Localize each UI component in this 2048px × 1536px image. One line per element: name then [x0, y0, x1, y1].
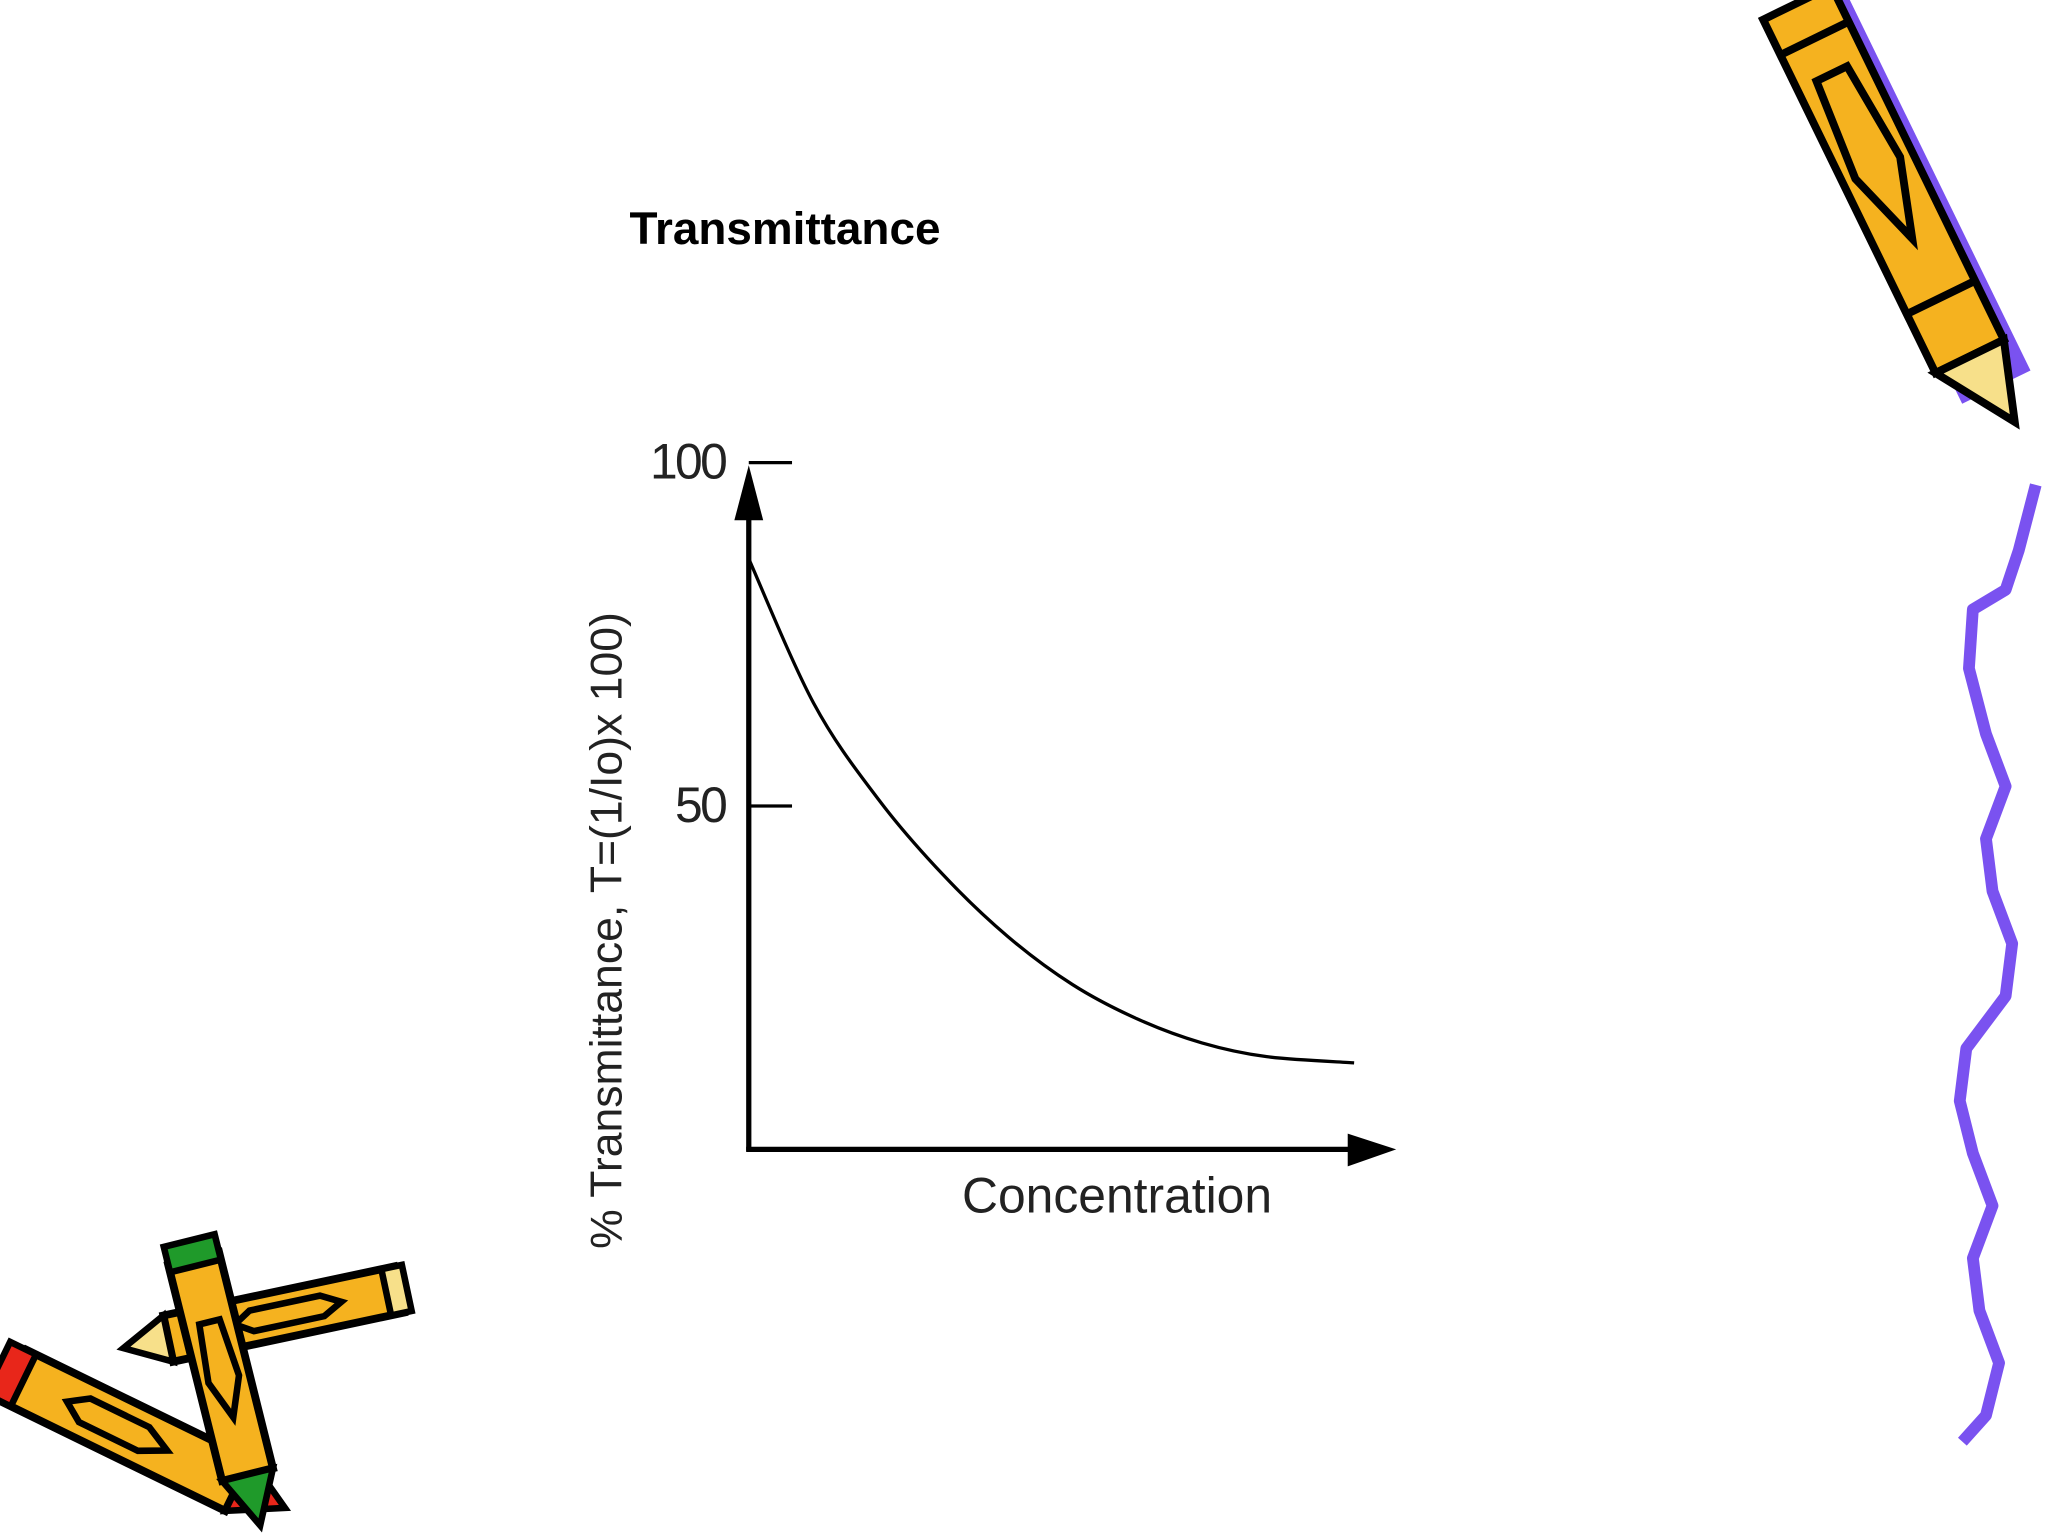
x-axis-label: Concentration [962, 1167, 1272, 1223]
x-axis-arrow [1347, 1133, 1397, 1167]
pencil-decoration [159, 1230, 278, 1533]
y-axis-arrow [734, 465, 764, 521]
y-tick-label: 50 [675, 777, 726, 833]
chart-title: Transmittance [630, 202, 941, 254]
pencil-decoration [1757, 0, 2031, 430]
data-line [747, 558, 1355, 1065]
pencil-decoration [116, 1260, 416, 1367]
y-axis-label: % Transmittance, T=(1/Io)x 100) [583, 612, 632, 1249]
y-tick-label: 100 [650, 433, 726, 489]
squiggle-decoration [1953, 483, 2042, 1446]
